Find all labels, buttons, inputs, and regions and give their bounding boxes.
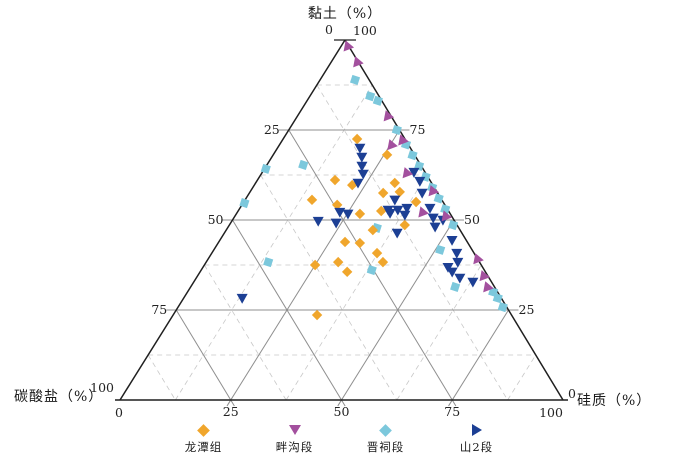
- legend-item-shan2: 山2段: [431, 424, 522, 455]
- legend: 龙潭组 畔沟段 晋祠段 山2段: [158, 423, 522, 455]
- diamond-icon: [379, 423, 392, 437]
- legend-item-jinci: 晋祠段: [340, 423, 431, 455]
- legend-label: 龙潭组: [184, 440, 223, 454]
- svg-text:0: 0: [568, 386, 576, 401]
- triangle-down-icon: [288, 424, 301, 436]
- legend-item-pangou: 畔沟段: [249, 424, 340, 455]
- series-points-3: [236, 143, 479, 304]
- legend-label: 畔沟段: [275, 440, 314, 454]
- legend-label: 晋祠段: [366, 440, 405, 454]
- series-points-1: [343, 40, 494, 293]
- axis-title-silica: 硅质（%）: [577, 393, 652, 409]
- svg-text:75: 75: [410, 122, 426, 137]
- data-points: [236, 40, 508, 321]
- svg-text:75: 75: [444, 404, 460, 419]
- diamond-icon: [197, 423, 210, 437]
- svg-text:100: 100: [90, 380, 114, 395]
- svg-text:50: 50: [208, 212, 224, 227]
- minor-gridlines: [147, 84, 537, 401]
- svg-text:0: 0: [115, 405, 123, 420]
- svg-text:50: 50: [334, 404, 350, 419]
- svg-text:25: 25: [223, 404, 239, 419]
- svg-text:25: 25: [519, 302, 535, 317]
- axis-title-clay: 黏土（%）: [307, 6, 383, 22]
- series-points-0: [306, 133, 422, 321]
- svg-text:100: 100: [353, 23, 377, 38]
- major-gridlines: [166, 129, 519, 407]
- series-points-2: [239, 74, 508, 313]
- svg-text:0: 0: [325, 22, 333, 37]
- triangle-right-icon: [471, 424, 482, 436]
- legend-label: 山2段: [459, 440, 494, 454]
- legend-item-longtan: 龙潭组: [158, 423, 249, 455]
- svg-text:50: 50: [464, 212, 480, 227]
- svg-text:100: 100: [539, 405, 563, 420]
- axis-title-carbonate: 碳酸盐（%）: [14, 389, 104, 405]
- svg-text:25: 25: [264, 122, 280, 137]
- svg-text:75: 75: [151, 302, 167, 317]
